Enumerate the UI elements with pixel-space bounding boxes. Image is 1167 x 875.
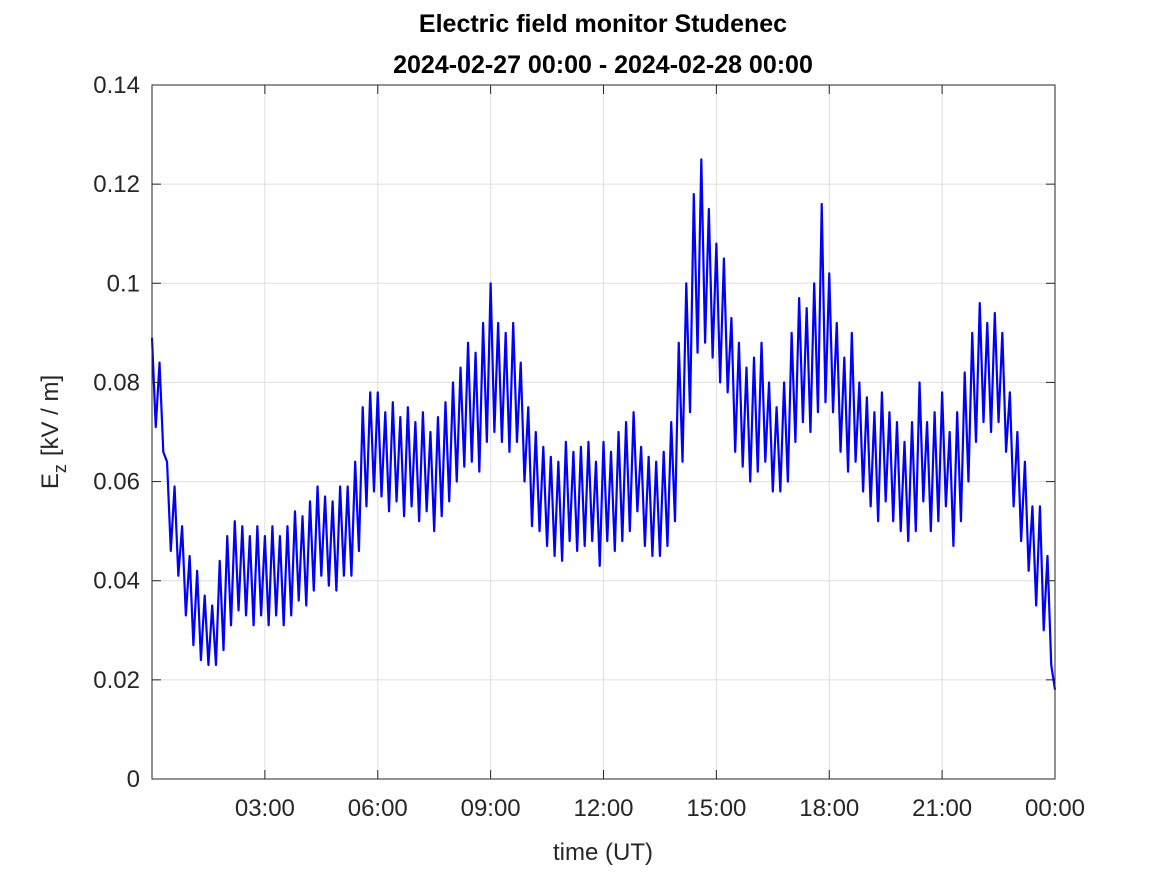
y-tick-label: 0.14 [93, 72, 140, 99]
x-tick-label: 18:00 [799, 795, 859, 822]
y-tick-label: 0 [127, 766, 140, 793]
x-tick-label: 09:00 [461, 795, 521, 822]
x-tick-label: 12:00 [573, 795, 633, 822]
y-label-main: E [37, 473, 64, 489]
axes-box [151, 84, 1056, 780]
y-tick-label: 0.06 [93, 469, 140, 496]
plot-lines [150, 158, 1057, 690]
y-label-unit: [kV / m] [37, 375, 64, 456]
chart-subtitle: 2024-02-27 00:00 - 2024-02-28 00:00 [393, 51, 813, 79]
y-tick-label: 0.12 [93, 171, 140, 198]
y-tick-label: 0.1 [107, 270, 140, 297]
y-axis-label: Ez [kV / m] [37, 375, 70, 489]
chart-title: Electric field monitor Studenec [419, 10, 787, 38]
axes: 0 0.02 0.04 0.06 0.08 0.1 0.12 0.14 03:00 06:00 09… [93, 72, 1085, 822]
x-tick-label: 21:00 [912, 795, 972, 822]
y-tick-label: 0.08 [93, 369, 140, 396]
series-line [150, 158, 1057, 690]
y-tick-label: 0.04 [93, 568, 140, 595]
x-tick-label: 00:00 [1025, 795, 1085, 822]
x-tick-label: 15:00 [686, 795, 746, 822]
y-label-sub: z [50, 464, 70, 473]
x-tick-label: 03:00 [235, 795, 295, 822]
y-tick-label: 0.02 [93, 667, 140, 694]
x-axis-label: time (UT) [553, 839, 653, 866]
x-tick-label: 06:00 [348, 795, 408, 822]
